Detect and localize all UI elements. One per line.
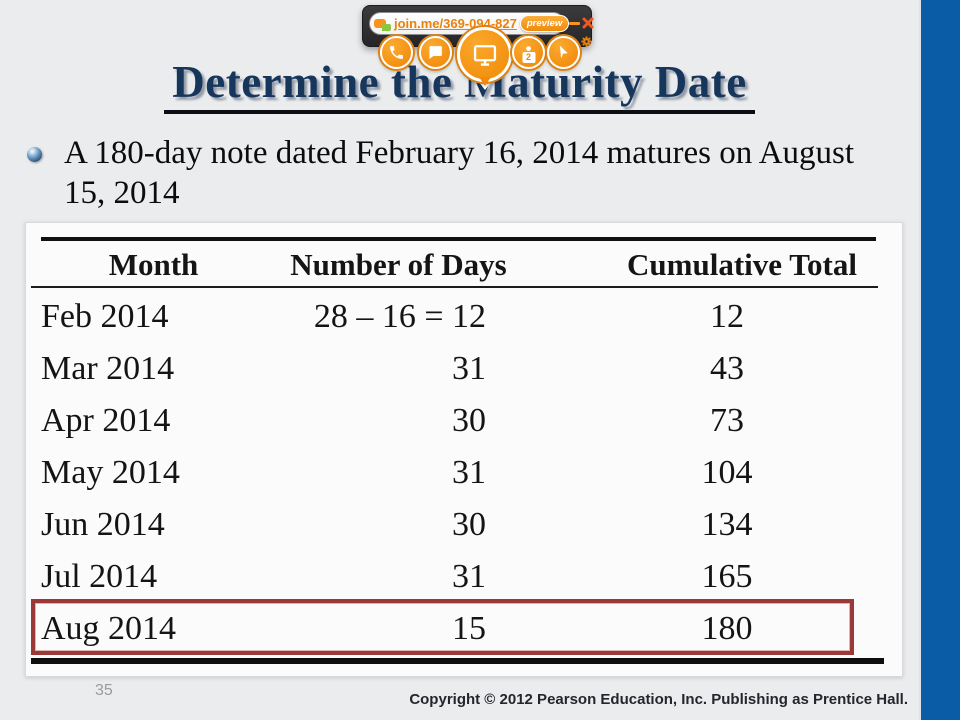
preview-badge: preview [519, 15, 570, 32]
joinme-session-pill: join.me/369-094-827 preview [369, 12, 570, 35]
cell-days: 30 [452, 402, 486, 439]
cell-month: Mar 2014 [41, 350, 175, 387]
cell-month: Aug 2014 [41, 610, 177, 647]
cell-cumulative: 73 [710, 402, 744, 439]
column-header-cumulative: Cumulative Total [627, 247, 857, 282]
cell-month: Jul 2014 [41, 558, 158, 595]
table-row: May 2014 31 104 [26, 447, 902, 499]
table-bottom-rule [31, 658, 884, 664]
cell-cumulative: 165 [701, 558, 753, 595]
cell-days: 31 [452, 454, 486, 491]
maturity-table: Month Number of Days Cumulative Total Fe… [25, 222, 903, 677]
cursor-icon [559, 45, 568, 59]
joinme-logo-icon [374, 16, 394, 32]
participant-count-badge: 2 [522, 52, 535, 63]
close-icon[interactable] [582, 16, 594, 29]
chat-button[interactable] [419, 36, 452, 69]
chat-icon [429, 46, 442, 59]
phone-icon [390, 46, 403, 59]
cell-cumulative: 180 [701, 610, 753, 647]
cell-days: 30 [452, 506, 486, 543]
cell-days: 28 – 16 = 12 [313, 298, 486, 335]
cell-cumulative: 134 [701, 506, 753, 543]
minimize-icon[interactable] [569, 22, 580, 25]
right-blue-bar [919, 0, 960, 720]
cell-days: 31 [452, 350, 486, 387]
cell-month: Jun 2014 [41, 506, 165, 543]
table-body: Feb 2014 28 – 16 = 12 12 Mar 2014 31 43 … [26, 291, 902, 655]
bullet-sphere-icon [27, 147, 42, 162]
table-row: Jun 2014 30 134 [26, 499, 902, 551]
cell-days: 15 [452, 610, 486, 647]
table-header-rule [31, 286, 878, 288]
table-row: Feb 2014 28 – 16 = 12 12 [26, 291, 902, 343]
cell-days: 31 [452, 558, 486, 595]
column-header-days: Number of Days [290, 247, 507, 282]
cell-month: Feb 2014 [41, 298, 169, 335]
table-row: Mar 2014 31 43 [26, 343, 902, 395]
cell-month: Apr 2014 [41, 402, 171, 439]
phone-call-button[interactable] [380, 36, 413, 69]
gear-icon[interactable] [580, 35, 593, 48]
slide-page-number: 35 [95, 682, 113, 699]
cell-cumulative: 12 [710, 298, 744, 335]
bullet-text: A 180-day note dated February 16, 2014 m… [64, 135, 855, 211]
table-header-row: Month Number of Days Cumulative Total [26, 243, 902, 287]
cell-cumulative: 104 [701, 454, 753, 491]
remote-control-button[interactable] [547, 36, 580, 69]
copyright-text: Copyright © 2012 Pearson Education, Inc.… [409, 691, 908, 708]
screen-share-icon [473, 44, 496, 66]
cell-month: May 2014 [41, 454, 180, 491]
table-top-rule [41, 237, 876, 241]
table-row-maturity: Aug 2014 15 180 [26, 603, 902, 655]
table-row: Apr 2014 30 73 [26, 395, 902, 447]
cell-cumulative: 43 [710, 350, 744, 387]
table-row: Jul 2014 31 165 [26, 551, 902, 603]
participants-button[interactable]: 2 [512, 36, 545, 69]
screen-share-button[interactable] [457, 27, 512, 82]
column-header-month: Month [108, 247, 199, 282]
session-url-link[interactable]: join.me/369-094-827 [394, 16, 517, 31]
